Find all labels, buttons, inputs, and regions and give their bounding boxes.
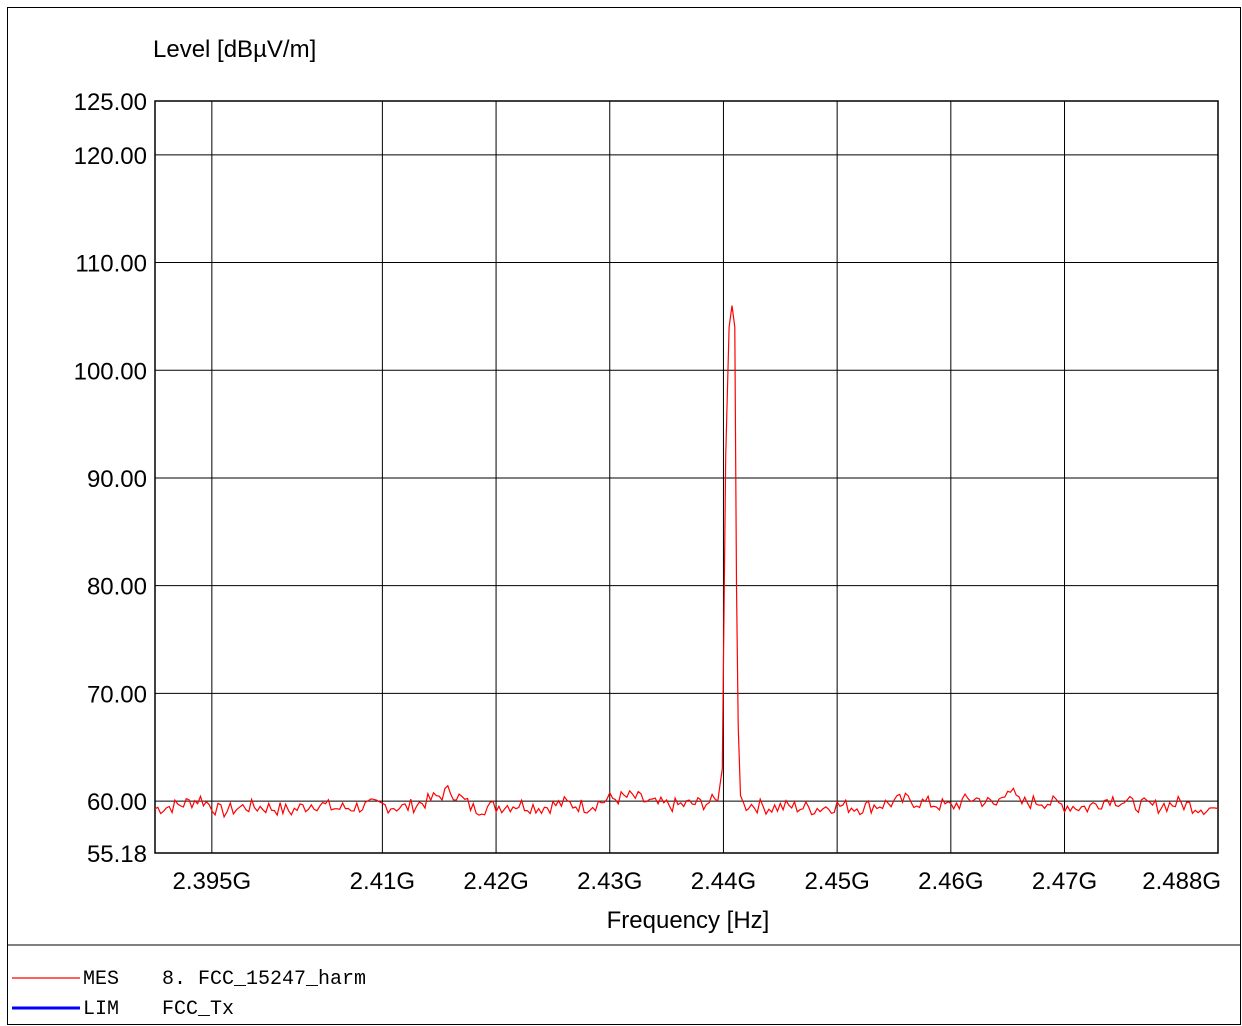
y-axis-title: Level [dBµV/m] (153, 36, 316, 63)
y-tick-label: 120.00 (74, 143, 147, 170)
x-tick-label: 2.42G (463, 868, 528, 895)
x-tick-label: 2.44G (691, 868, 756, 895)
y-tick-label: 125.00 (74, 89, 147, 116)
grid-lines (155, 101, 1218, 853)
y-tick-label: 60.00 (87, 789, 147, 816)
y-tick-label: 80.00 (87, 574, 147, 601)
plot-area (154, 100, 1219, 854)
x-tick-label: 2.45G (804, 868, 869, 895)
x-tick-labels: 2.395G 2.41G 2.42G 2.43G 2.44G 2.45G 2.46G 2.47… (172, 868, 1221, 895)
chart-frame (7, 7, 1241, 1025)
y-tick-label: 110.00 (75, 251, 147, 278)
y-tick-label: 90.00 (87, 466, 147, 493)
x-tick-label: 2.47G (1032, 868, 1097, 895)
legend-label: FCC_Tx (162, 998, 234, 1021)
series-mes-line (154, 305, 1219, 819)
y-tick-label: 70.00 (87, 681, 147, 708)
legend-code: MES (83, 968, 119, 991)
x-tick-label: 2.41G (350, 868, 415, 895)
legend-label: 8. FCC_15247_harm (162, 968, 366, 991)
x-tick-label: 2.43G (577, 868, 642, 895)
x-tick-label: 2.46G (918, 868, 983, 895)
y-tick-labels: 125.00 120.00 110.00 100.00 90.00 80.00 70.00 6… (74, 89, 147, 868)
legend: MES 8. FCC_15247_harm LIM FCC_Tx (12, 968, 366, 1021)
x-tick-label: 2.488G (1142, 868, 1221, 895)
y-tick-label: 100.00 (74, 358, 147, 385)
series-group (154, 305, 1219, 819)
x-tick-label: 2.395G (172, 868, 251, 895)
legend-code: LIM (83, 998, 119, 1021)
x-axis-title: Frequency [Hz] (607, 907, 770, 934)
y-tick-label: 55.18 (87, 841, 147, 868)
